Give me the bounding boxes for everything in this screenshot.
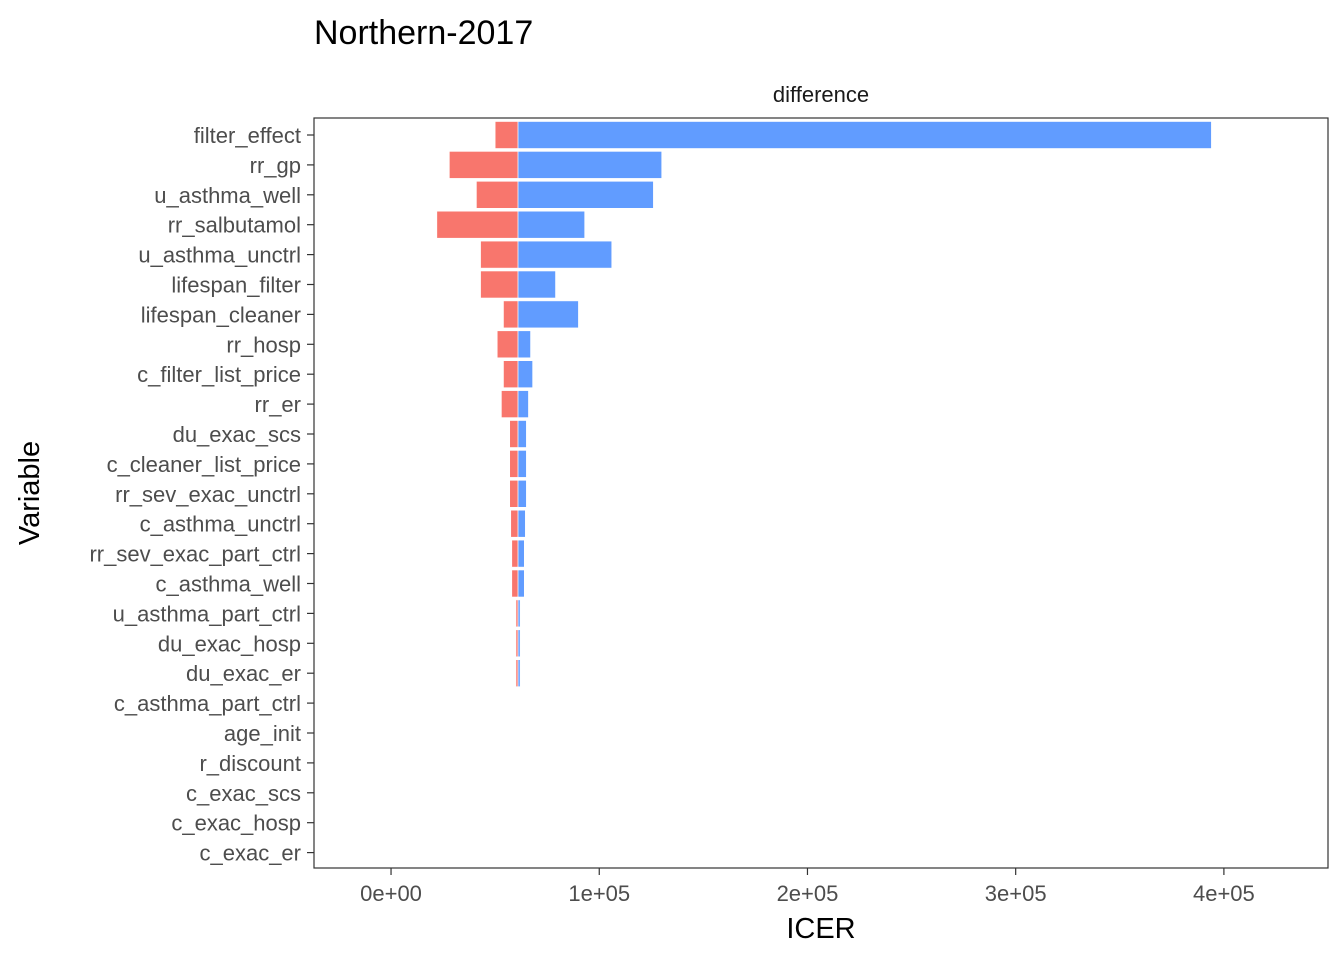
bar-high-c-filter-list-price (517, 360, 533, 389)
y-tick-label-c-filter-list-price: c_filter_list_price (137, 362, 301, 387)
bar-low-rr-sev-exac-unctrl (509, 479, 519, 508)
bar-low-c-asthma-unctrl (510, 509, 519, 538)
bar-high-rr-sev-exac-part-ctrl (517, 539, 525, 568)
bar-low-rr-er (501, 390, 519, 418)
bar-low-du-exac-hosp (515, 629, 519, 658)
x-ticks (390, 868, 1225, 875)
bar-low-filter-effect (494, 121, 519, 149)
bar-high-u-asthma-part-ctrl (517, 599, 521, 628)
y-tick-label-r-discount: r_discount (199, 751, 301, 776)
bar-high-lifespan-filter (517, 270, 556, 299)
bar-high-rr-er (517, 390, 529, 418)
y-tick-label-c-asthma-well: c_asthma_well (155, 572, 301, 597)
y-tick-label-c-exac-hosp: c_exac_hosp (171, 811, 301, 836)
bar-high-rr-salbutamol (517, 210, 585, 239)
y-tick-label-rr-salbutamol: rr_salbutamol (168, 213, 301, 238)
y-tick-label-filter-effect: filter_effect (194, 123, 301, 148)
bar-low-du-exac-er (515, 659, 519, 688)
bar-high-lifespan-cleaner (517, 300, 579, 329)
y-tick-label-c-exac-er: c_exac_er (199, 841, 301, 866)
bar-low-rr-gp (449, 151, 519, 179)
y-tick-label-du-exac-scs: du_exac_scs (173, 422, 301, 447)
bar-high-du-exac-hosp (517, 629, 521, 658)
y-tick-label-c-cleaner-list-price: c_cleaner_list_price (107, 452, 301, 477)
y-tick-label-du-exac-er: du_exac_er (186, 661, 301, 686)
bars-group (436, 121, 1212, 688)
y-tick-label-c-exac-scs: c_exac_scs (186, 781, 301, 806)
y-tick-label-u-asthma-unctrl: u_asthma_unctrl (138, 243, 301, 268)
bar-high-filter-effect (517, 121, 1212, 149)
x-tick-labels: 0e+00 1e+05 2e+05 3e+05 4e+05 (360, 881, 1255, 906)
bar-low-c-cleaner-list-price (509, 450, 519, 478)
chart-title: Northern-2017 (314, 14, 533, 52)
bar-low-rr-sev-exac-part-ctrl (511, 539, 519, 568)
bar-high-rr-gp (517, 151, 663, 179)
y-tick-label-rr-gp: rr_gp (250, 153, 301, 178)
x-tick-label-3: 3e+05 (985, 881, 1047, 906)
y-tick-labels: filter_effect rr_gp u_asthma_well rr_salbut… (89, 123, 301, 866)
facet-strip-label: difference (773, 82, 869, 107)
y-tick-label-c-asthma-part-ctrl: c_asthma_part_ctrl (114, 691, 301, 716)
x-tick-label-4: 4e+05 (1193, 881, 1255, 906)
y-tick-label-du-exac-hosp: du_exac_hosp (158, 631, 301, 656)
x-tick-label-1: 1e+05 (568, 881, 630, 906)
y-tick-label-age-init: age_init (224, 721, 301, 746)
bar-low-u-asthma-part-ctrl (515, 599, 519, 628)
bar-high-c-asthma-well (517, 569, 525, 598)
x-axis-title: ICER (786, 913, 855, 945)
bar-high-du-exac-er (517, 659, 521, 688)
bar-low-du-exac-scs (509, 420, 519, 448)
bar-high-du-exac-scs (517, 420, 527, 448)
y-axis-title: Variable (14, 441, 46, 545)
bar-high-u-asthma-unctrl (517, 240, 613, 269)
y-tick-label-u-asthma-part-ctrl: u_asthma_part_ctrl (113, 601, 301, 626)
y-tick-label-rr-sev-exac-unctrl: rr_sev_exac_unctrl (115, 482, 301, 507)
y-tick-label-lifespan-cleaner: lifespan_cleaner (141, 302, 301, 327)
bar-low-u-asthma-unctrl (480, 240, 519, 269)
bar-high-rr-hosp (517, 330, 531, 359)
bar-high-rr-sev-exac-unctrl (517, 479, 527, 508)
y-tick-label-rr-er: rr_er (255, 392, 301, 417)
y-ticks (307, 134, 314, 854)
bar-low-c-asthma-well (511, 569, 519, 598)
bar-low-rr-salbutamol (436, 210, 519, 239)
bar-low-lifespan-cleaner (503, 300, 519, 329)
plot-panel-border (313, 117, 1329, 869)
bar-low-lifespan-filter (480, 270, 519, 299)
y-tick-label-lifespan-filter: lifespan_filter (171, 273, 301, 298)
bar-high-c-cleaner-list-price (517, 450, 527, 478)
bar-high-c-asthma-unctrl (517, 509, 526, 538)
bar-low-u-asthma-well (476, 181, 519, 209)
bar-low-c-filter-list-price (503, 360, 519, 389)
y-tick-label-c-asthma-unctrl: c_asthma_unctrl (140, 512, 301, 537)
y-tick-label-u-asthma-well: u_asthma_well (154, 183, 301, 208)
bar-low-rr-hosp (496, 330, 519, 359)
y-tick-label-rr-sev-exac-part-ctrl: rr_sev_exac_part_ctrl (89, 542, 301, 567)
bar-high-u-asthma-well (517, 181, 654, 209)
x-tick-label-2: 2e+05 (777, 881, 839, 906)
x-tick-label-0: 0e+00 (360, 881, 422, 906)
y-tick-label-rr-hosp: rr_hosp (226, 332, 301, 357)
